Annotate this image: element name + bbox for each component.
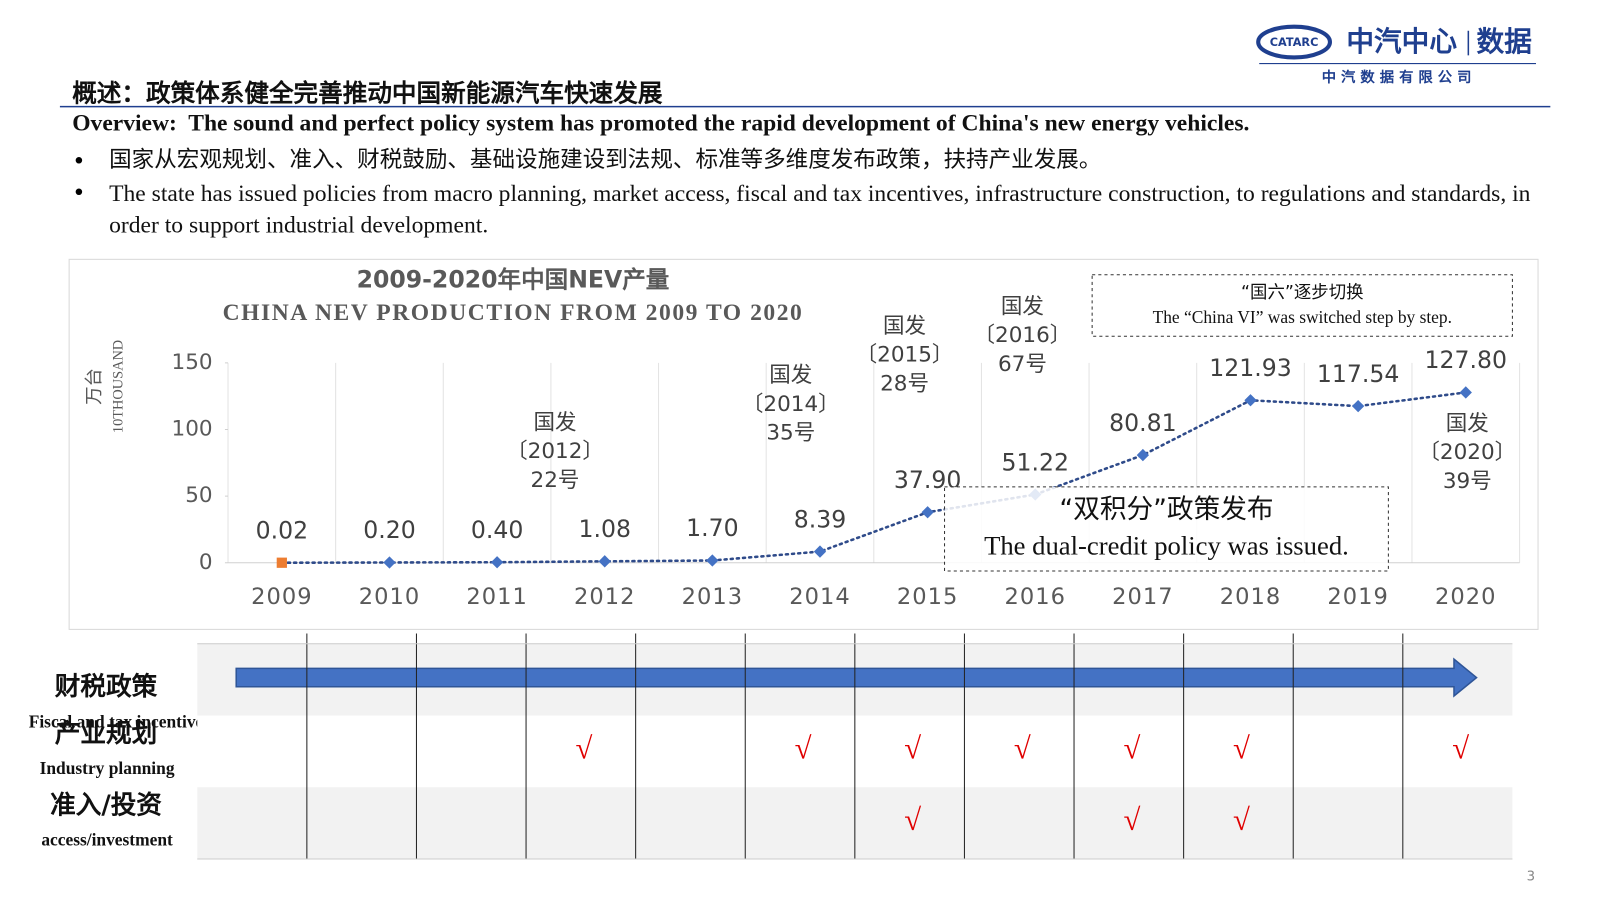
x-tick-label: 2009 bbox=[251, 584, 312, 610]
policy-annotation: 〔2014〕 bbox=[742, 392, 840, 417]
callout-text: “双积分”政策发布 bbox=[1059, 494, 1273, 525]
data-label: 51.22 bbox=[1002, 448, 1069, 476]
policy-annotation: 35号 bbox=[766, 421, 815, 446]
x-tick-label: 2012 bbox=[574, 584, 635, 610]
data-point bbox=[490, 556, 504, 569]
page-number: 3 bbox=[1527, 869, 1535, 884]
row-label-cn: 财税政策 bbox=[55, 671, 158, 702]
policy-annotation: 〔2020〕 bbox=[1418, 440, 1516, 465]
data-point bbox=[921, 506, 934, 519]
y-tick-label: 100 bbox=[172, 416, 213, 441]
chart-title: 2009-2020年中国NEV产量 bbox=[357, 265, 670, 293]
data-label: 0.40 bbox=[471, 516, 523, 544]
y-tick-label: 0 bbox=[199, 550, 213, 575]
policy-annotation: 国发 bbox=[883, 314, 926, 339]
data-point bbox=[813, 545, 827, 558]
check-mark: √ bbox=[1233, 803, 1250, 837]
check-mark: √ bbox=[795, 731, 812, 765]
row-label-en: Fiscal and tax incentives bbox=[29, 712, 211, 732]
policy-annotation: 国发 bbox=[769, 363, 812, 388]
x-tick-label: 2011 bbox=[466, 584, 527, 610]
policy-annotation: 67号 bbox=[998, 352, 1047, 377]
y-axis-label: 万台 bbox=[84, 368, 105, 405]
logo-name: 中汽中心 bbox=[1346, 25, 1457, 58]
policy-annotation: 39号 bbox=[1443, 469, 1492, 494]
data-point bbox=[706, 554, 719, 567]
check-mark: √ bbox=[904, 731, 921, 765]
row-label-en: Industry planning bbox=[40, 758, 175, 778]
policy-annotation: 国发 bbox=[533, 410, 576, 435]
check-mark: √ bbox=[1233, 731, 1250, 765]
logo-sub: 数据 bbox=[1477, 25, 1532, 58]
bullet: 国家从宏观规划、准入、财税鼓励、基础设施建设到法规、标准等多维度发布政策，扶持产… bbox=[109, 147, 1102, 174]
bullet-dot: • bbox=[72, 148, 85, 174]
data-label: 0.02 bbox=[256, 516, 308, 544]
callout-box bbox=[1091, 274, 1513, 337]
x-tick-label: 2020 bbox=[1435, 584, 1496, 610]
x-tick-label: 2014 bbox=[789, 584, 850, 610]
x-tick-label: 2019 bbox=[1327, 584, 1388, 610]
x-tick-label: 2013 bbox=[682, 584, 743, 610]
data-point bbox=[276, 557, 287, 568]
policy-annotation: 28号 bbox=[880, 371, 929, 396]
x-tick-label: 2017 bbox=[1112, 584, 1173, 610]
x-tick-label: 2016 bbox=[1005, 584, 1066, 610]
row-label-cn: 准入/投资 bbox=[50, 791, 162, 821]
y-axis-label: 10THOUSAND bbox=[111, 340, 127, 433]
title-cn: 概述：政策体系健全完善推动中国新能源汽车快速发展 bbox=[72, 78, 663, 107]
company-name: 中 汽 数 据 有 限 公 司 bbox=[1322, 68, 1472, 86]
policy-arrow bbox=[235, 657, 1478, 698]
plot: 0 50 100 150 2009 2010 2011 2012 2013 2014 2015 201… bbox=[172, 274, 1521, 610]
data-label: 117.54 bbox=[1317, 360, 1399, 388]
bullet-dot: • bbox=[72, 180, 85, 206]
callout-text: The dual-credit policy was issued. bbox=[984, 531, 1349, 561]
check-mark: √ bbox=[904, 803, 921, 837]
chart-subtitle: CHINA NEV PRODUCTION FROM 2009 TO 2020 bbox=[223, 300, 804, 326]
y-tick-label: 50 bbox=[185, 483, 212, 508]
policy-annotation: 国发 bbox=[1446, 411, 1489, 436]
data-point bbox=[383, 556, 396, 569]
data-label: 80.81 bbox=[1109, 409, 1176, 437]
check-mark: √ bbox=[575, 731, 592, 765]
data-label: 8.39 bbox=[794, 505, 846, 533]
data-point bbox=[1244, 394, 1257, 407]
policy-annotation: 22号 bbox=[531, 468, 580, 493]
callout-text: The “China VI” was switched step by step… bbox=[1153, 307, 1452, 327]
bullets: 国家从宏观规划、准入、财税鼓励、基础设施建设到法规、标准等多维度发布政策，扶持产… bbox=[109, 147, 1531, 238]
policy-annotation: 〔2012〕 bbox=[506, 439, 604, 464]
callout-box bbox=[944, 486, 1389, 572]
data-line bbox=[280, 391, 1468, 565]
logo-mark: CATARC bbox=[1270, 36, 1319, 49]
policy-annotation: 〔2016〕 bbox=[974, 323, 1072, 348]
logo-ring bbox=[1256, 24, 1333, 60]
title-en: Overview: The sound and perfect policy s… bbox=[72, 110, 1249, 136]
check-mark: √ bbox=[1014, 731, 1031, 765]
y-tick-label: 150 bbox=[172, 350, 213, 375]
data-label: 1.08 bbox=[578, 515, 630, 543]
policy-annotation: 国发 bbox=[1001, 295, 1044, 320]
bullet: The state has issued policies from macro… bbox=[109, 180, 1531, 238]
x-tick-label: 2010 bbox=[359, 584, 420, 610]
policy-annotation: 〔2015〕 bbox=[856, 343, 954, 368]
data-label: 121.93 bbox=[1209, 354, 1291, 382]
check-mark: √ bbox=[1452, 731, 1469, 765]
data-label: 0.20 bbox=[363, 516, 415, 544]
row-label-en: access/investment bbox=[41, 830, 173, 850]
data-point bbox=[1459, 386, 1472, 399]
data-label: 1.70 bbox=[686, 514, 738, 542]
data-label: 127.80 bbox=[1425, 346, 1507, 374]
callout-text: “国六”逐步切换 bbox=[1241, 283, 1363, 303]
x-tick-label: 2018 bbox=[1220, 584, 1281, 610]
data-point bbox=[598, 555, 611, 568]
check-mark: √ bbox=[1123, 731, 1140, 765]
x-tick-label: 2015 bbox=[897, 584, 958, 610]
row-label-cn: 产业规划 bbox=[55, 719, 157, 749]
check-mark: √ bbox=[1123, 803, 1140, 837]
